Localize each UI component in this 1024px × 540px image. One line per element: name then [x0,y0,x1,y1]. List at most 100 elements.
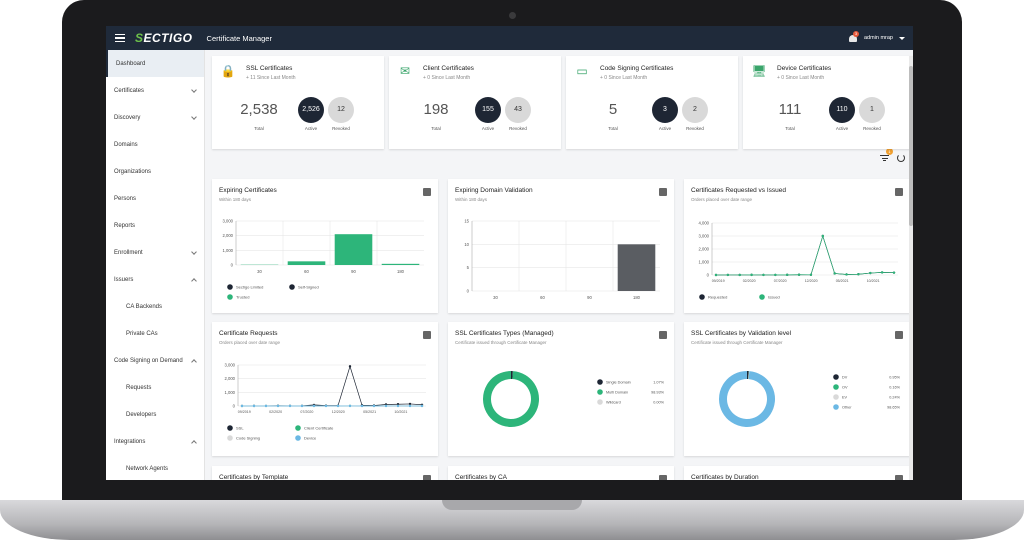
user-name[interactable]: admin mrap [863,35,893,41]
data-point [833,272,836,275]
chart-options-icon[interactable] [423,188,431,196]
stat-card-client-certificates[interactable]: ✉ Client Certificates + 0 Since Last Month… [389,56,561,149]
revoked-label: Revoked [332,126,350,131]
sidebar-item-label: Code Signing on Demand [114,357,183,364]
chart-options-icon[interactable] [659,188,667,196]
sidebar-item-domains[interactable]: Domains [106,131,204,158]
revoked-count[interactable]: 2 [682,97,708,123]
chart-options-icon[interactable] [659,331,667,339]
filter-icon[interactable]: 1 [880,148,893,162]
y-tick-label: 0 [707,273,710,278]
legend-marker [833,394,839,400]
sidebar-item-dashboard[interactable]: Dashboard [106,50,204,77]
sidebar-item-enrollment[interactable]: Enrollment [106,239,204,266]
sidebar-item-discovery[interactable]: Discovery [106,104,204,131]
active-count[interactable]: 155 [475,97,501,123]
revoked-count[interactable]: 43 [505,97,531,123]
stat-total-label: Total [785,126,795,131]
notification-bell-icon[interactable]: 3 [848,31,859,43]
stat-title: Code Signing Certificates [600,65,674,72]
sidebar-item-ca-backends[interactable]: CA Backends [106,293,204,320]
legend-marker [227,284,233,290]
chart-options-icon[interactable] [895,188,903,196]
data-point [348,365,352,368]
series-line [241,365,423,407]
data-point [420,404,424,408]
bar-trusted [334,234,373,265]
revoked-label: Revoked [863,126,881,131]
chart-options-icon[interactable] [423,475,431,480]
main-scrollbar[interactable] [909,56,913,480]
sidebar-item-label: Organizations [114,168,152,175]
sidebar-item-certificates[interactable]: Certificates [106,77,204,104]
sidebar-item-network-agents[interactable]: Network Agents [106,455,204,480]
user-menu-caret-icon[interactable] [899,36,905,40]
chart-options-icon[interactable] [423,331,431,339]
sidebar-item-requests[interactable]: Requests [106,374,204,401]
legend-label: Trusted [236,295,249,300]
legend-label: Requested [708,295,727,300]
stat-title: Device Certificates [777,65,832,72]
y-tick-label: 15 [464,219,469,224]
code-signing-icon: ▭ [576,64,588,78]
data-point [300,404,304,408]
sidebar-item-persons[interactable]: Persons [106,185,204,212]
chart-svg: 0 1,000 2,000 3,000 30 60 90 180 Sectigo Limited… [223,219,424,300]
sidebar-item-issuers[interactable]: Issuers [106,266,204,293]
device-monitor-icon: 🖥 [751,64,767,78]
sidebar-item-label: Discovery [114,114,141,121]
panel-title: Certificates by Duration [691,474,759,480]
chevron-up-icon [191,439,197,446]
data-point [396,403,400,406]
sidebar-item-private-cas[interactable]: Private CAs [106,320,204,347]
data-point [857,273,860,276]
data-point [240,404,244,408]
menu-icon[interactable] [115,33,125,43]
legend-value: 0.00% [653,401,664,405]
sidebar-item-integrations[interactable]: Integrations [106,428,204,455]
legend-marker [597,389,603,395]
legend-marker [295,435,301,441]
scrollbar-thumb[interactable] [909,66,913,226]
chart-options-icon[interactable] [659,475,667,480]
x-tick-label: 09/2019 [238,410,251,414]
webcam [509,12,516,19]
stat-card-code-signing-certificates[interactable]: ▭ Code Signing Certificates + 0 Since Last… [566,56,738,149]
active-count[interactable]: 110 [829,97,855,123]
chart-options-icon[interactable] [895,331,903,339]
refresh-icon[interactable] [897,154,905,162]
stat-title: Client Certificates [423,65,474,72]
x-tick-label: 30 [257,269,262,274]
sectigo-logo[interactable]: SECTIGO [135,31,193,45]
sidebar-item-label: CA Backends [126,303,163,310]
sidebar-item-code-signing-on-demand[interactable]: Code Signing on Demand [106,347,204,374]
y-tick-label: 3,000 [225,363,236,368]
legend-marker [227,435,233,441]
y-tick-label: 0 [467,289,470,294]
data-point [786,273,789,277]
stat-card-ssl-certificates[interactable]: 🔒 SSL Certificates + 11 Since Last Month 2,… [212,56,384,149]
data-point [276,404,280,408]
revoked-count[interactable]: 1 [859,97,885,123]
bar-trusted [381,263,420,265]
stat-subtitle: + 11 Since Last Month [246,75,296,81]
active-count[interactable]: 2,526 [298,97,324,123]
sidebar-item-developers[interactable]: Developers [106,401,204,428]
sidebar-item-reports[interactable]: Reports [106,212,204,239]
legend-marker [295,425,301,431]
chart-options-icon[interactable] [895,475,903,480]
y-tick-label: 2,000 [225,376,236,381]
active-label: Active [835,126,849,131]
legend-label: Code Signing [236,436,260,441]
panel-by-template: Certificates by Template [212,466,438,480]
stat-card-device-certificates[interactable]: 🖥 Device Certificates + 0 Since Last Month… [743,56,913,149]
data-point [396,404,400,408]
sidebar-item-organizations[interactable]: Organizations [106,158,204,185]
revoked-count[interactable]: 12 [328,97,354,123]
stat-total: 198 [423,101,449,118]
pie-slice [719,371,775,427]
data-point [360,404,364,408]
active-count[interactable]: 3 [652,97,678,123]
app-title: Certificate Manager [206,33,272,43]
stat-total: 111 [778,101,802,118]
